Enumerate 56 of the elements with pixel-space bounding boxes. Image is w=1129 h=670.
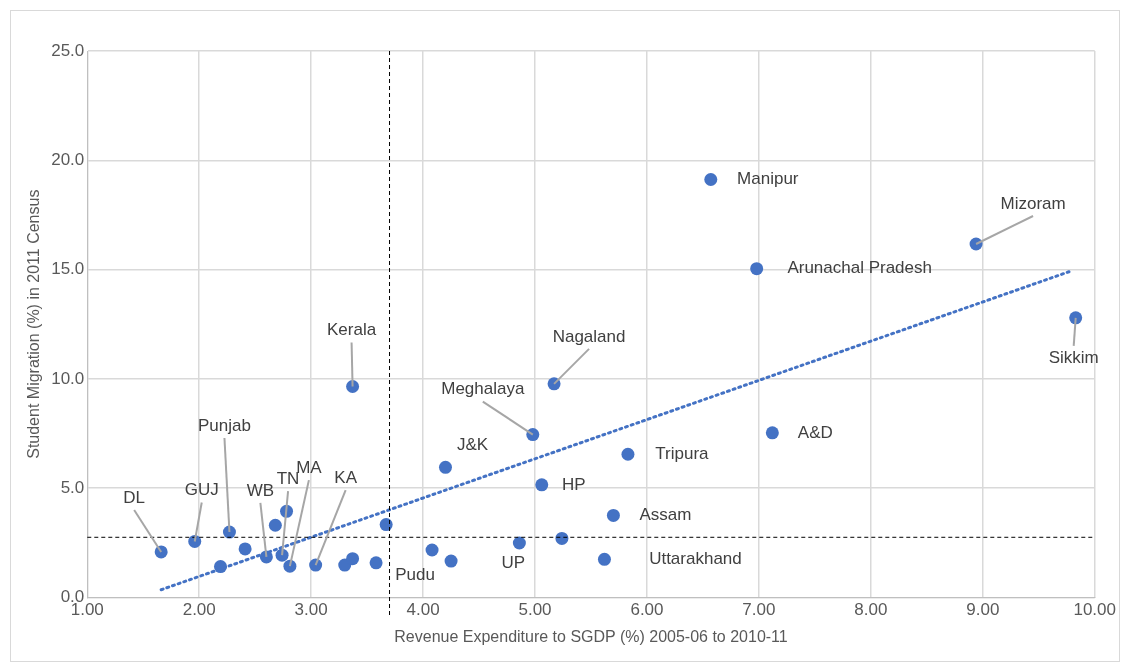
point — [606, 508, 620, 522]
x-tick-label: 10.00 — [1073, 600, 1116, 620]
x-tick-label: 3.00 — [294, 600, 328, 620]
x-tick-label: 5.00 — [518, 600, 552, 620]
point — [535, 478, 549, 492]
annotation: Tripura — [655, 443, 710, 463]
x-tick-label: 8.00 — [854, 600, 888, 620]
annotation: KA — [334, 467, 358, 487]
x-tick-label: 7.00 — [742, 600, 776, 620]
point — [750, 262, 764, 276]
annotation: Assam — [639, 505, 692, 525]
annotation: Mizoram — [1000, 193, 1066, 213]
point — [597, 552, 611, 566]
annotation: Arunachal Pradesh — [787, 258, 932, 278]
point — [238, 542, 252, 556]
y-tick-label: 25.0 — [51, 40, 85, 60]
x-tick-label: 6.00 — [630, 600, 664, 620]
annotation: UP — [501, 552, 526, 572]
annotation: HP — [561, 474, 586, 494]
annotation: GUJ — [184, 480, 219, 500]
annotation: J&K — [456, 435, 489, 455]
x-axis-title: Revenue Expenditure to SGDP (%) 2005-06 to 2010-11 — [394, 627, 788, 645]
point — [346, 379, 360, 393]
annotation: Kerala — [327, 320, 377, 340]
point — [379, 518, 393, 532]
x-tick-label: 2.00 — [182, 600, 216, 620]
x-tick-label: 4.00 — [406, 600, 440, 620]
point — [765, 426, 779, 440]
x-tick-label: 9.00 — [966, 600, 1000, 620]
annotation: Sikkim — [1048, 347, 1099, 367]
point — [369, 556, 383, 570]
point — [213, 560, 227, 574]
point — [512, 536, 526, 550]
annotation: Manipur — [737, 169, 799, 189]
annotation: Punjab — [197, 415, 251, 435]
y-tick-label: 10.0 — [51, 368, 85, 388]
annotation: Meghalaya — [441, 379, 525, 399]
y-tick-label: 5.0 — [60, 477, 85, 497]
y-tick-label: 15.0 — [51, 259, 85, 279]
annotation: DL — [123, 487, 146, 507]
point — [555, 531, 569, 545]
point — [526, 428, 540, 442]
point — [438, 460, 452, 474]
y-axis-title: Student Migration (%) in 2011 Census — [25, 189, 43, 459]
y-tick-label: 20.0 — [51, 149, 85, 169]
point — [704, 173, 718, 187]
annotation: WB — [246, 480, 275, 500]
annotation: Uttarakhand — [649, 549, 742, 569]
point — [621, 447, 635, 461]
point — [425, 543, 439, 557]
annotation: Pudu — [395, 564, 435, 584]
annotation: Nagaland — [552, 326, 626, 346]
annotation: A&D — [797, 422, 833, 442]
point — [346, 552, 360, 566]
point — [268, 518, 282, 532]
point — [444, 554, 458, 568]
